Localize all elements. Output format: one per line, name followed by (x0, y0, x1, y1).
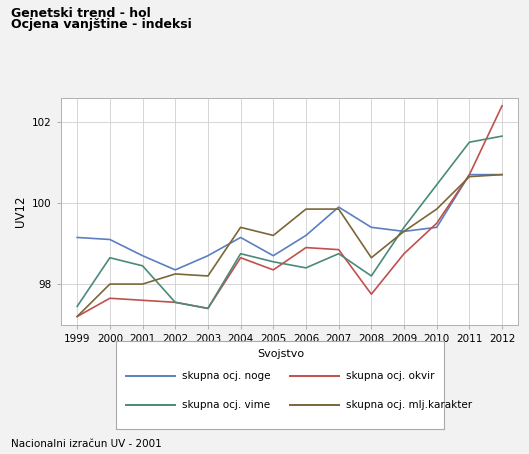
Text: skupna ocj. mlj.karakter: skupna ocj. mlj.karakter (346, 400, 472, 410)
Text: Ocjena vanjštine - indeksi: Ocjena vanjštine - indeksi (11, 18, 191, 31)
Text: Genetski trend - hol: Genetski trend - hol (11, 7, 150, 20)
Text: Svojstvo: Svojstvo (257, 350, 304, 360)
Text: skupna ocj. vime: skupna ocj. vime (182, 400, 270, 410)
Text: Nacionalni izračun UV - 2001: Nacionalni izračun UV - 2001 (11, 439, 161, 449)
Text: skupna ocj. noge: skupna ocj. noge (182, 371, 270, 381)
X-axis label: Godina rođenja: Godina rođenja (244, 349, 335, 362)
Text: skupna ocj. okvir: skupna ocj. okvir (346, 371, 434, 381)
Y-axis label: UV12: UV12 (14, 195, 26, 227)
